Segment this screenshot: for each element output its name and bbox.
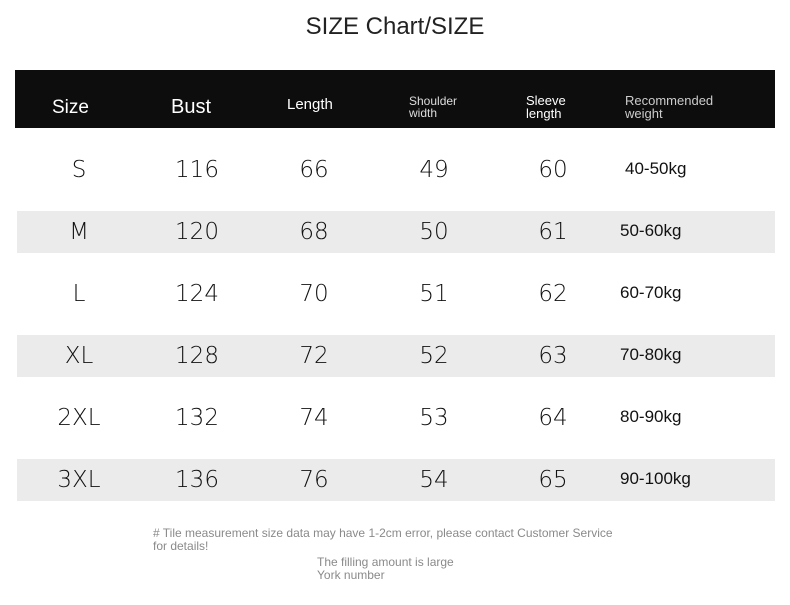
- table-cell: 49: [419, 157, 449, 183]
- table-cell: 68: [299, 219, 329, 245]
- table-cell: 116: [175, 157, 219, 183]
- table-cell: 136: [175, 467, 219, 493]
- header-cell: Size: [52, 97, 89, 118]
- table-cell: 132: [175, 405, 219, 431]
- row-band: [17, 211, 775, 253]
- table-cell: 70: [299, 281, 329, 307]
- table-cell: 76: [299, 467, 329, 493]
- table-cell: 52: [419, 343, 449, 369]
- table-cell: M: [69, 219, 89, 245]
- table-cell: 2XL: [57, 405, 101, 431]
- title: SIZE Chart/SIZE: [305, 13, 485, 40]
- weight-cell: 50-60kg: [620, 221, 682, 240]
- table-cell: 3XL: [57, 467, 101, 493]
- table-cell: 61: [538, 219, 568, 245]
- header-cell: Bust: [171, 96, 212, 118]
- table-cell: 63: [538, 343, 568, 369]
- table-cell: L: [72, 281, 86, 307]
- table-cell: 64: [538, 405, 568, 431]
- row-band: [17, 459, 775, 501]
- table-cell: 66: [299, 157, 329, 183]
- row-band: [17, 335, 775, 377]
- table-cell: 74: [299, 405, 329, 431]
- header-cell: Sleeve length: [526, 93, 566, 121]
- table-cell: 65: [538, 467, 568, 493]
- table-cell: 54: [419, 467, 449, 493]
- table-cell: 50: [419, 219, 449, 245]
- table-cell: 72: [299, 343, 329, 369]
- header-cell: Length: [287, 96, 333, 113]
- table-header: [15, 70, 775, 128]
- weight-cell: 70-80kg: [620, 345, 682, 364]
- table-cell: 120: [175, 219, 219, 245]
- weight-cell: 60-70kg: [620, 283, 682, 302]
- table-cell: 62: [538, 281, 568, 307]
- table-cell: 60: [538, 157, 568, 183]
- table-cell: S: [71, 157, 87, 183]
- weight-cell: 80-90kg: [620, 407, 682, 426]
- weight-cell: 90-100kg: [620, 469, 691, 488]
- header-cell: Shoulder width: [409, 94, 458, 120]
- note: The filling amount is large York number: [317, 555, 454, 582]
- table-cell: 51: [419, 281, 449, 307]
- weight-cell: 40-50kg: [625, 159, 687, 178]
- table-cell: 128: [175, 343, 219, 369]
- table-cell: 53: [419, 405, 449, 431]
- header-cell: Recommended weight: [625, 93, 714, 121]
- table-cell: 124: [175, 281, 219, 307]
- note: # Tile measurement size data may have 1-…: [153, 526, 613, 553]
- table-cell: XL: [64, 343, 94, 369]
